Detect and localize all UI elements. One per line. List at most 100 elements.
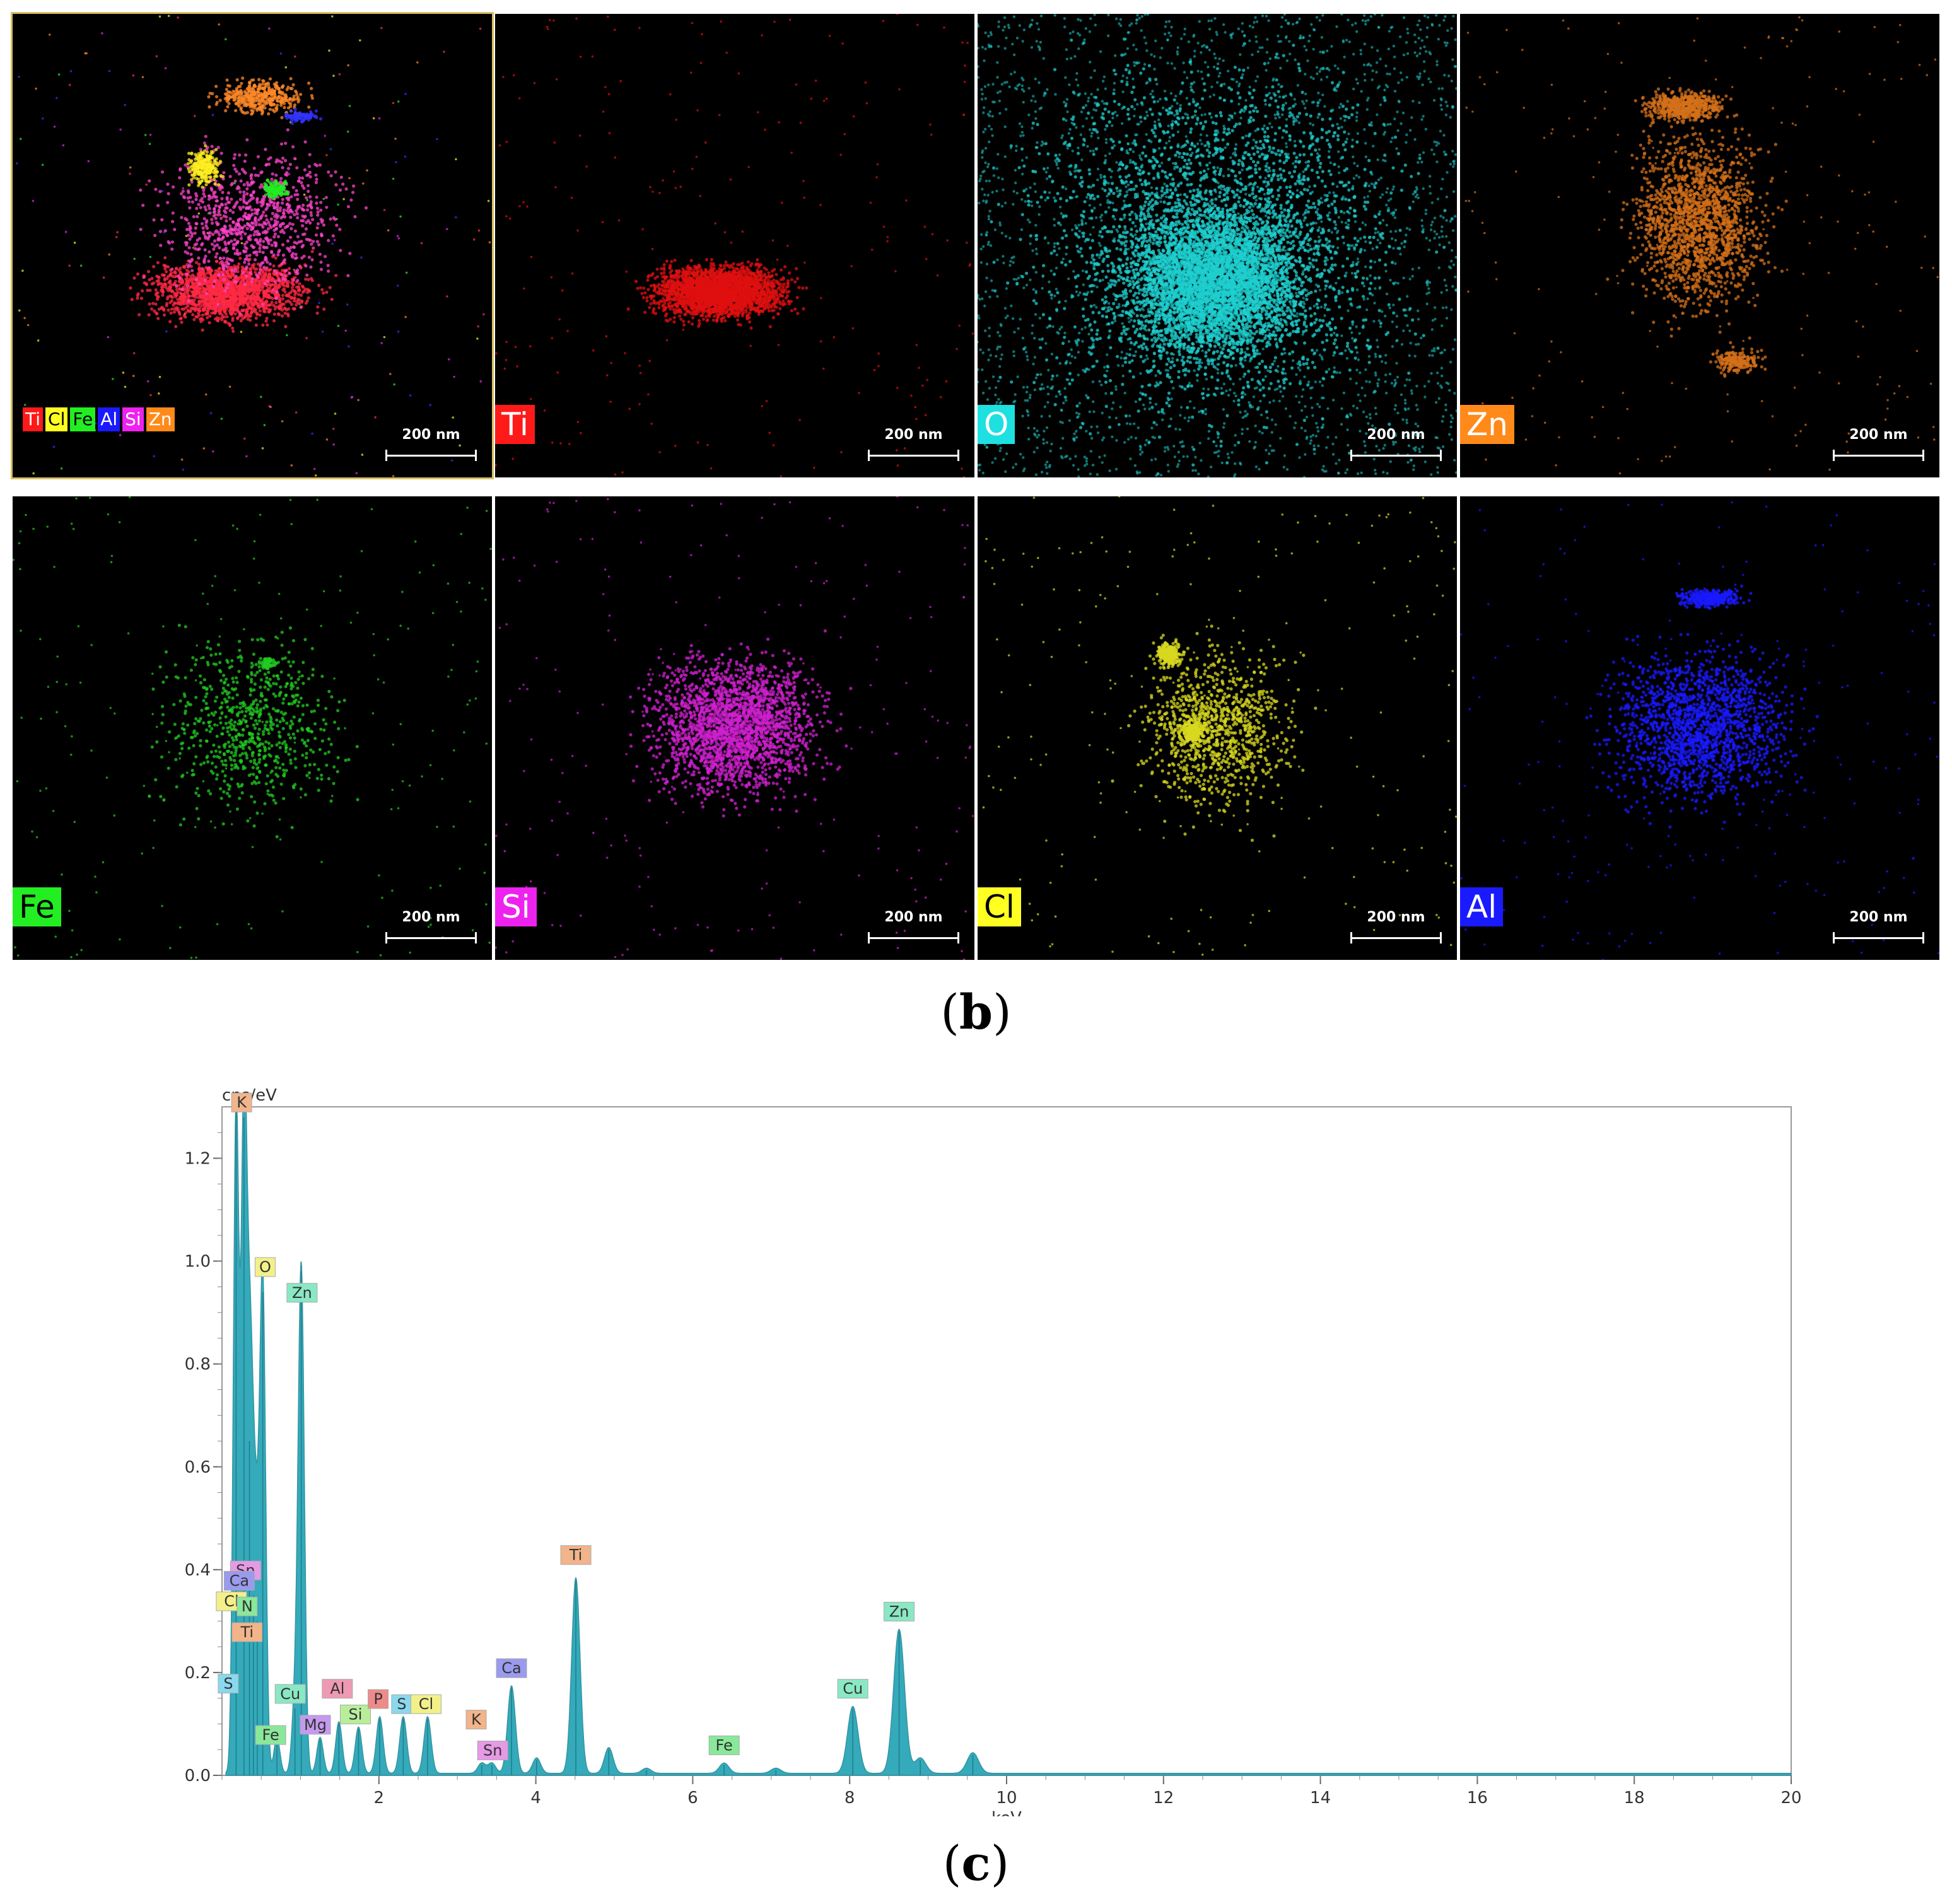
peak-label-box-14 xyxy=(368,1689,389,1709)
peak-label-n: N xyxy=(242,1597,253,1615)
scale-bar-label: 200 nm xyxy=(1350,909,1442,925)
scale-bar: 200 nm xyxy=(1350,427,1442,466)
scale-bar-line xyxy=(1350,932,1442,943)
map-panel-fe: Fe 200 nm xyxy=(13,496,492,960)
map-signal-zn xyxy=(1460,16,1939,475)
plot-frame xyxy=(221,1106,1792,1776)
element-label-ti: Ti xyxy=(495,405,535,444)
peak-label-zn: Zn xyxy=(292,1284,312,1302)
x-axis-label: keV xyxy=(991,1809,1022,1816)
peak-label-cu: Cu xyxy=(843,1680,863,1698)
map-panel-overlay: Ti Cl Fe Al Si Zn 200 nm xyxy=(11,12,494,479)
element-label-zn: Zn xyxy=(1460,405,1514,444)
peak-label-ti: Ti xyxy=(569,1546,583,1564)
map-panel-cl: Cl 200 nm xyxy=(978,496,1457,960)
peak-label-al: Al xyxy=(330,1680,344,1698)
map-signal-al xyxy=(1460,501,1939,960)
x-tick-label: 12 xyxy=(1153,1789,1174,1808)
peak-label-sn: Sn xyxy=(483,1742,502,1760)
scale-bar-label: 200 nm xyxy=(1833,427,1924,443)
peak-label-fe: Fe xyxy=(262,1726,279,1744)
peak-label-mg: Mg xyxy=(304,1716,327,1734)
overlay-legend-zn: Zn xyxy=(146,407,175,431)
scale-bar-line xyxy=(1833,450,1924,461)
peak-label-box-10 xyxy=(255,1725,286,1745)
peak-label-box-4 xyxy=(223,1570,255,1591)
peak-label-box-7 xyxy=(231,1622,263,1642)
overlay-legend-si: Si xyxy=(122,407,144,431)
element-label-al: Al xyxy=(1460,887,1504,926)
peak-label-box-18 xyxy=(477,1741,508,1761)
x-tick-label: 18 xyxy=(1624,1789,1645,1808)
peak-label-box-13 xyxy=(339,1704,371,1724)
peak-label-ca: Ca xyxy=(230,1572,249,1589)
peak-label-box-0 xyxy=(231,1092,252,1113)
peak-label-ca: Ca xyxy=(501,1659,521,1677)
spectrum-series-area xyxy=(225,1106,1792,1776)
peak-label-s: S xyxy=(397,1695,406,1713)
x-tick-label: 16 xyxy=(1467,1789,1488,1808)
x-tick-label: 10 xyxy=(996,1789,1017,1808)
y-tick-label: 0.4 xyxy=(185,1561,211,1580)
map-panel-al: Al 200 nm xyxy=(1460,496,1939,960)
scale-bar-line xyxy=(385,450,477,461)
scale-bar-label: 200 nm xyxy=(868,427,959,443)
peak-label-box-8 xyxy=(218,1674,239,1694)
scale-bar-label: 200 nm xyxy=(1833,909,1924,925)
peak-label-box-23 xyxy=(884,1601,915,1621)
scale-bar-line xyxy=(868,450,959,461)
scale-bar: 200 nm xyxy=(385,427,477,466)
peak-label-box-6 xyxy=(237,1596,258,1616)
map-panel-ti: Ti 200 nm xyxy=(495,14,974,477)
map-signal-si xyxy=(495,496,974,960)
y-tick-label: 0.8 xyxy=(185,1355,211,1374)
y-tick-label: 0.6 xyxy=(185,1458,211,1477)
element-label-o: O xyxy=(978,405,1015,444)
peak-label-box-9 xyxy=(274,1684,306,1704)
x-tick-label: 4 xyxy=(530,1789,541,1808)
peak-label-k: K xyxy=(237,1094,247,1111)
peak-label-k: K xyxy=(471,1711,482,1729)
peak-label-box-12 xyxy=(300,1715,331,1735)
peak-label-box-17 xyxy=(465,1710,487,1730)
scale-bar: 200 nm xyxy=(868,427,959,466)
peak-label-box-1 xyxy=(254,1257,276,1277)
overlay-legend-ti: Ti xyxy=(23,407,44,431)
map-signal-overlay xyxy=(16,15,491,477)
x-tick-label: 20 xyxy=(1780,1789,1801,1808)
scale-bar: 200 nm xyxy=(868,909,959,949)
x-tick-label: 8 xyxy=(845,1789,855,1808)
y-tick-label: 1.2 xyxy=(185,1150,211,1169)
map-signal-fe xyxy=(13,496,492,959)
peak-label-box-20 xyxy=(560,1545,592,1565)
scale-bar: 200 nm xyxy=(1833,427,1924,466)
x-tick-label: 14 xyxy=(1310,1789,1331,1808)
peak-label-box-15 xyxy=(391,1694,412,1714)
scale-bar-line xyxy=(868,932,959,943)
caption-b: (b) xyxy=(0,984,1952,1040)
scale-bar-line xyxy=(1833,932,1924,943)
overlay-legend-cl: Cl xyxy=(45,407,68,431)
peak-label-s: S xyxy=(223,1675,233,1693)
peak-label-p: P xyxy=(373,1690,382,1708)
element-label-si: Si xyxy=(495,887,537,926)
caption-b-letter: b xyxy=(959,984,993,1040)
map-panel-si: Si 200 nm xyxy=(495,496,974,960)
eds-spectrum-chart: 0.0 0.2 0.4 0.6 0.8 1.0 1.2 2 4 6 8 10 12 14 16 18 20 keV… xyxy=(185,1086,1802,1816)
element-label-cl: Cl xyxy=(978,887,1021,926)
peak-label-box-21 xyxy=(708,1735,740,1755)
map-signal-o xyxy=(978,14,1457,477)
map-panel-o: O 200 nm xyxy=(978,14,1457,477)
peak-label-fe: Fe xyxy=(716,1736,733,1754)
peak-label-box-22 xyxy=(837,1679,868,1699)
scale-bar-line xyxy=(1350,450,1442,461)
y-tick-label: 0.2 xyxy=(185,1664,211,1683)
scale-bar-label: 200 nm xyxy=(1350,427,1442,443)
y-tick-label: 0.0 xyxy=(185,1767,211,1785)
scale-bar-label: 200 nm xyxy=(385,427,477,443)
peak-label-zn: Zn xyxy=(889,1603,909,1620)
peak-label-box-2 xyxy=(286,1283,318,1303)
map-signal-ti xyxy=(495,14,974,477)
peak-label-box-19 xyxy=(496,1658,527,1678)
peak-label-cu: Cu xyxy=(280,1685,300,1703)
